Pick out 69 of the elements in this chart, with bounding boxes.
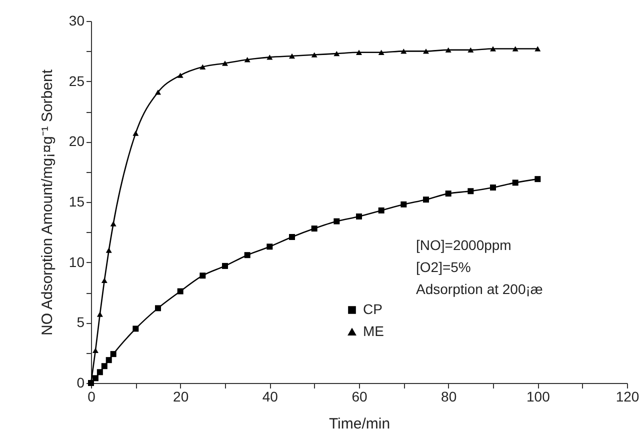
point <box>155 305 161 312</box>
point <box>334 218 340 224</box>
y-tick-label: 5 <box>76 314 85 330</box>
point <box>423 196 429 203</box>
point <box>200 64 206 70</box>
y-tick-label: 10 <box>68 254 85 270</box>
point <box>92 375 98 382</box>
point <box>512 180 518 186</box>
point <box>177 288 184 294</box>
x-tick-label: 60 <box>352 388 368 404</box>
point <box>106 357 112 364</box>
x-tick-label: 40 <box>262 388 278 404</box>
annotation: [NO]=2000ppm <box>416 237 512 253</box>
point <box>490 46 496 52</box>
point <box>110 221 116 226</box>
legend-label: ME <box>363 323 384 339</box>
x-tick-label: 20 <box>173 388 189 404</box>
point <box>106 248 112 253</box>
point <box>378 50 384 55</box>
point <box>244 57 250 62</box>
x-axis-title: Time/min <box>328 416 390 432</box>
point <box>378 207 384 214</box>
y-tick-label: 25 <box>68 72 85 89</box>
point <box>289 234 295 240</box>
y-axis-title: NO Adsorption Amount/mg¡¤g⁻¹ Sorbent <box>38 68 56 336</box>
point <box>445 47 452 53</box>
y-tick-label: 20 <box>68 133 85 150</box>
y-tick-label: 30 <box>68 12 85 28</box>
point <box>311 226 318 232</box>
x-tick-label: 80 <box>441 388 457 404</box>
point <box>101 363 108 370</box>
point <box>132 326 139 332</box>
point <box>512 46 518 52</box>
point <box>445 190 452 197</box>
x-tick-label: 0 <box>88 388 96 404</box>
point <box>356 50 362 55</box>
point <box>101 278 108 284</box>
point <box>96 369 103 376</box>
point <box>266 244 273 250</box>
point <box>356 213 362 220</box>
point <box>468 188 474 194</box>
y-tick-label: 0 <box>76 374 85 390</box>
point <box>400 48 407 54</box>
point <box>222 262 228 269</box>
point <box>423 48 429 54</box>
point <box>177 72 184 78</box>
x-tick-label: 120 <box>616 388 640 404</box>
annotation: Adsorption at 200¡æ <box>416 281 543 297</box>
point <box>534 46 541 52</box>
point <box>266 54 273 60</box>
point <box>490 184 496 191</box>
point <box>222 60 228 66</box>
point <box>400 201 407 208</box>
point <box>110 351 116 358</box>
point <box>244 252 250 258</box>
point <box>289 53 295 59</box>
x-tick-label: 100 <box>526 388 550 404</box>
point <box>468 47 474 53</box>
annotation: [O2]=5% <box>416 259 471 275</box>
y-tick-label: 15 <box>68 194 85 210</box>
point <box>200 272 206 279</box>
point <box>534 176 541 182</box>
point <box>96 312 103 317</box>
point <box>311 52 318 58</box>
point <box>334 50 340 56</box>
point <box>155 90 161 95</box>
point <box>92 348 98 354</box>
point <box>132 130 139 136</box>
legend-label: CP <box>363 301 382 317</box>
